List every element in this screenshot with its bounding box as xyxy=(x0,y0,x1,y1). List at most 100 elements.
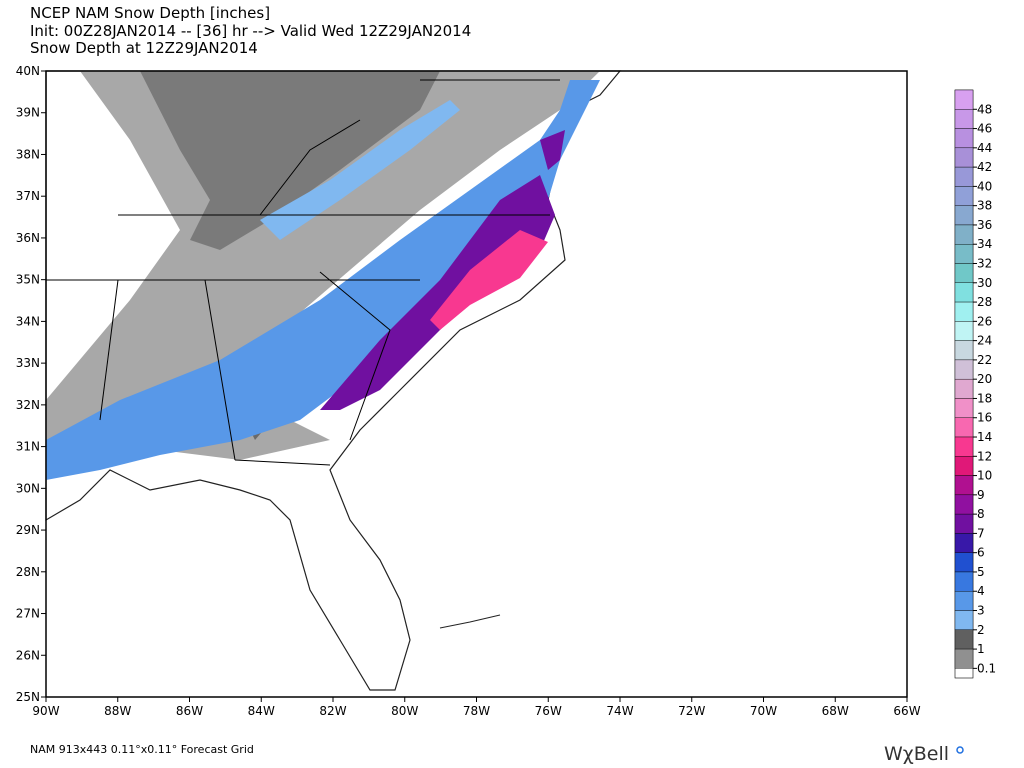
colorbar-label: 12 xyxy=(977,449,992,463)
lon-label: 68W xyxy=(822,704,849,718)
snow-blue xyxy=(46,80,600,480)
colorbar-swatch xyxy=(954,456,974,476)
colorbar-swatch xyxy=(954,147,974,168)
colorbar-label: 20 xyxy=(977,372,992,386)
colorbar-swatch xyxy=(954,648,974,669)
colorbar-label: 48 xyxy=(977,102,992,116)
colorbar-swatch xyxy=(954,263,974,283)
colorbar-label: 30 xyxy=(977,276,992,290)
colorbar-label: 9 xyxy=(977,488,985,502)
lat-label: 29N xyxy=(16,523,40,537)
snow-gray xyxy=(140,71,440,250)
colorbar-label: 34 xyxy=(977,237,992,251)
lat-label: 34N xyxy=(16,314,40,328)
colorbar-label: 42 xyxy=(977,160,992,174)
colorbar-label: 5 xyxy=(977,565,985,579)
lon-label: 84W xyxy=(248,704,275,718)
colorbar-swatch xyxy=(954,359,974,380)
colorbar-swatch xyxy=(954,629,974,650)
snow-blue xyxy=(260,100,460,240)
lat-label: 26N xyxy=(16,648,40,662)
colorbar-label: 22 xyxy=(977,353,992,367)
colorbar-swatch xyxy=(954,282,974,303)
lat-label: 30N xyxy=(16,481,40,495)
colorbar-swatch xyxy=(954,89,974,110)
lon-label: 90W xyxy=(32,704,59,718)
colorbar-label: 4 xyxy=(977,584,985,598)
lon-label: 82W xyxy=(319,704,346,718)
colorbar-label: 7 xyxy=(977,526,985,540)
colorbar-label: 18 xyxy=(977,391,992,405)
colorbar-label: 8 xyxy=(977,507,985,521)
colorbar-swatch xyxy=(954,244,974,264)
colorbar-label: 1 xyxy=(977,642,985,656)
colorbar-swatch xyxy=(954,378,974,399)
colorbar-swatch xyxy=(954,301,974,322)
lon-label: 76W xyxy=(535,704,562,718)
lon-label: 70W xyxy=(750,704,777,718)
colorbar-label: 6 xyxy=(977,546,985,560)
colorbar-label: 32 xyxy=(977,257,992,271)
colorbar-swatch xyxy=(954,417,974,438)
colorbar-swatch xyxy=(954,398,974,418)
logo: WχBell xyxy=(884,743,949,765)
lat-label: 27N xyxy=(16,607,40,621)
colorbar-swatch xyxy=(954,340,974,361)
lat-label: 35N xyxy=(16,273,40,287)
lat-label: 40N xyxy=(16,64,40,78)
colorbar-swatch xyxy=(954,475,974,496)
colorbar-label: 10 xyxy=(977,469,992,483)
snow-pink xyxy=(430,230,548,330)
lat-label: 25N xyxy=(16,690,40,704)
colorbar-swatch xyxy=(954,513,974,534)
colorbar-label: 3 xyxy=(977,604,985,618)
lon-label: 88W xyxy=(104,704,131,718)
lat-label: 36N xyxy=(16,231,40,245)
lat-label: 37N xyxy=(16,189,40,203)
colorbar-swatch xyxy=(954,591,974,611)
colorbar-swatch xyxy=(954,552,974,573)
colorbar-label: 44 xyxy=(977,141,992,155)
footer-note: NAM 913x443 0.11°x0.11° Forecast Grid xyxy=(30,743,254,756)
map xyxy=(45,70,907,697)
colorbar-swatch xyxy=(954,205,974,226)
subtitle: Init: 00Z28JAN2014 -- [36] hr --> Valid … xyxy=(30,22,471,40)
lat-label: 28N xyxy=(16,565,40,579)
colorbar-label: 24 xyxy=(977,334,992,348)
lon-label: 86W xyxy=(176,704,203,718)
colorbar-swatch xyxy=(954,109,974,129)
state-borders xyxy=(46,79,560,466)
colorbar-label: 16 xyxy=(977,411,992,425)
lon-label: 72W xyxy=(678,704,705,718)
lon-label: 80W xyxy=(391,704,418,718)
lat-label: 33N xyxy=(16,356,40,370)
colorbar-swatch xyxy=(954,166,974,187)
lat-label: 38N xyxy=(16,147,40,161)
colorbar-label: 28 xyxy=(977,295,992,309)
colorbar-label: 0.1 xyxy=(977,661,996,675)
subtitle: Snow Depth at 12Z29JAN2014 xyxy=(30,39,258,57)
colorbar-swatch xyxy=(954,321,974,341)
colorbar-label: 46 xyxy=(977,122,992,136)
title: NCEP NAM Snow Depth [inches] xyxy=(30,4,270,22)
colorbar-label: 40 xyxy=(977,179,992,193)
colorbar-swatch xyxy=(954,610,974,631)
lat-label: 39N xyxy=(16,106,40,120)
colorbar-swatch xyxy=(954,571,974,592)
colorbar-swatch xyxy=(954,186,974,206)
island xyxy=(439,614,501,629)
colorbar-label: 38 xyxy=(977,199,992,213)
lon-label: 78W xyxy=(463,704,490,718)
colorbar-label: 2 xyxy=(977,623,985,637)
snow-light xyxy=(46,71,600,470)
colorbar-label: 36 xyxy=(977,218,992,232)
colorbar-label: 26 xyxy=(977,314,992,328)
logo-dot xyxy=(956,746,964,754)
lat-label: 32N xyxy=(16,398,40,412)
colorbar-swatch xyxy=(954,494,974,515)
snow-purple xyxy=(320,175,555,410)
colorbar-swatch xyxy=(954,224,974,245)
colorbar-swatch xyxy=(954,533,974,553)
lon-label: 66W xyxy=(893,704,920,718)
